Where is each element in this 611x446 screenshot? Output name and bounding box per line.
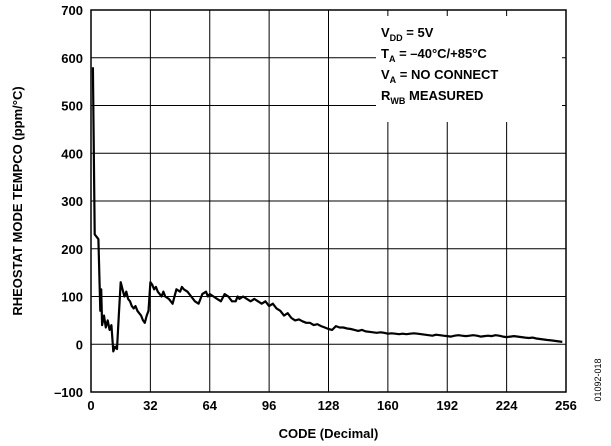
y-axis-label: RHEOSTAT MODE TEMPCO (ppm/°C) (10, 86, 25, 315)
plot-frame (90, 9, 567, 393)
series-line (91, 67, 563, 353)
annotation-line: VA = NO CONNECT (381, 67, 498, 85)
y-tick-label: 200 (61, 242, 83, 257)
y-tick-labels: –100 0 100 200 300 400 500 600 700 (54, 3, 83, 400)
x-tick-label: 160 (377, 398, 399, 413)
figure-id: 01092-018 (593, 358, 603, 401)
annotation-box (376, 16, 562, 122)
y-tick-label: 600 (61, 51, 83, 66)
x-tick-labels: 0 32 64 96 128 160 192 224 256 (87, 398, 576, 413)
y-tick-label: 0 (76, 337, 83, 352)
x-tick-label: 96 (262, 398, 276, 413)
x-axis-label: CODE (Decimal) (279, 426, 379, 441)
series-layer (91, 67, 563, 353)
y-tick-label: 400 (61, 146, 83, 161)
x-tick-label: 192 (436, 398, 458, 413)
annotation-line: RWB MEASURED (381, 88, 483, 106)
x-tick-label: 256 (555, 398, 577, 413)
annotation-line: TA = –40°C/+85°C (381, 46, 487, 64)
annotation-block: VDD = 5V TA = –40°C/+85°C VA = NO CONNECT R… (381, 25, 498, 106)
x-tick-label: 32 (143, 398, 157, 413)
annotation-line: VDD = 5V (381, 25, 434, 43)
y-tick-label: 300 (61, 194, 83, 209)
y-tick-label: 500 (61, 99, 83, 114)
y-tick-label: –100 (54, 385, 83, 400)
y-tick-label: 100 (61, 290, 83, 305)
x-tick-label: 64 (203, 398, 218, 413)
x-tick-label: 128 (318, 398, 340, 413)
y-tick-label: 700 (61, 3, 83, 18)
x-tick-label: 0 (87, 398, 94, 413)
x-tick-label: 224 (496, 398, 518, 413)
